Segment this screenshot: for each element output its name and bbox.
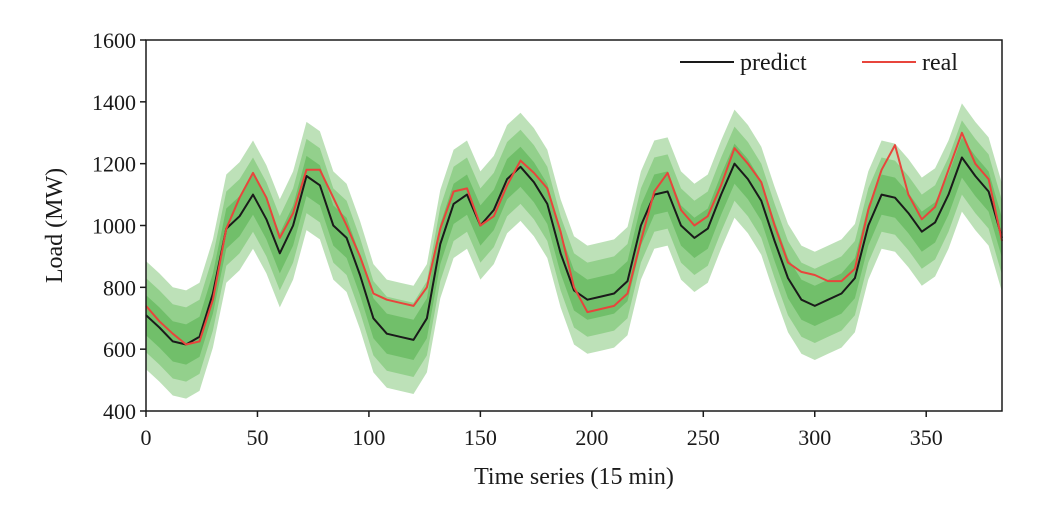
prediction-band-outer [146,103,1002,399]
y-tick-label: 800 [103,275,136,300]
x-tick-label: 50 [246,425,268,450]
legend-label-predict: predict [740,50,807,76]
x-tick-label: 150 [464,425,497,450]
series-line-predict [145,156,1003,346]
y-axis-label: Load (MW) [42,168,68,283]
x-axis-label: Time series (15 min) [474,464,674,490]
y-axis: 400 600 800 1000 1200 1400 1600 [92,28,146,424]
x-tick-label: 200 [575,425,608,450]
series-line-real [145,131,1003,346]
x-tick-label: 350 [910,425,943,450]
legend-label-real: real [922,50,958,76]
x-axis: 0 50 100 150 200 250 300 350 [141,411,943,450]
series-lines [145,131,1003,346]
y-tick-label: 1600 [92,28,136,53]
prediction-interval-bands [146,103,1002,399]
y-tick-label: 1000 [92,214,136,239]
y-tick-label: 600 [103,337,136,362]
y-tick-label: 400 [103,399,136,424]
legend: predict real [680,50,958,76]
y-tick-label: 1400 [92,90,136,115]
x-tick-label: 250 [687,425,720,450]
y-tick-label: 1200 [92,152,136,177]
x-tick-label: 100 [352,425,385,450]
x-tick-label: 0 [141,425,152,450]
x-tick-label: 300 [798,425,831,450]
